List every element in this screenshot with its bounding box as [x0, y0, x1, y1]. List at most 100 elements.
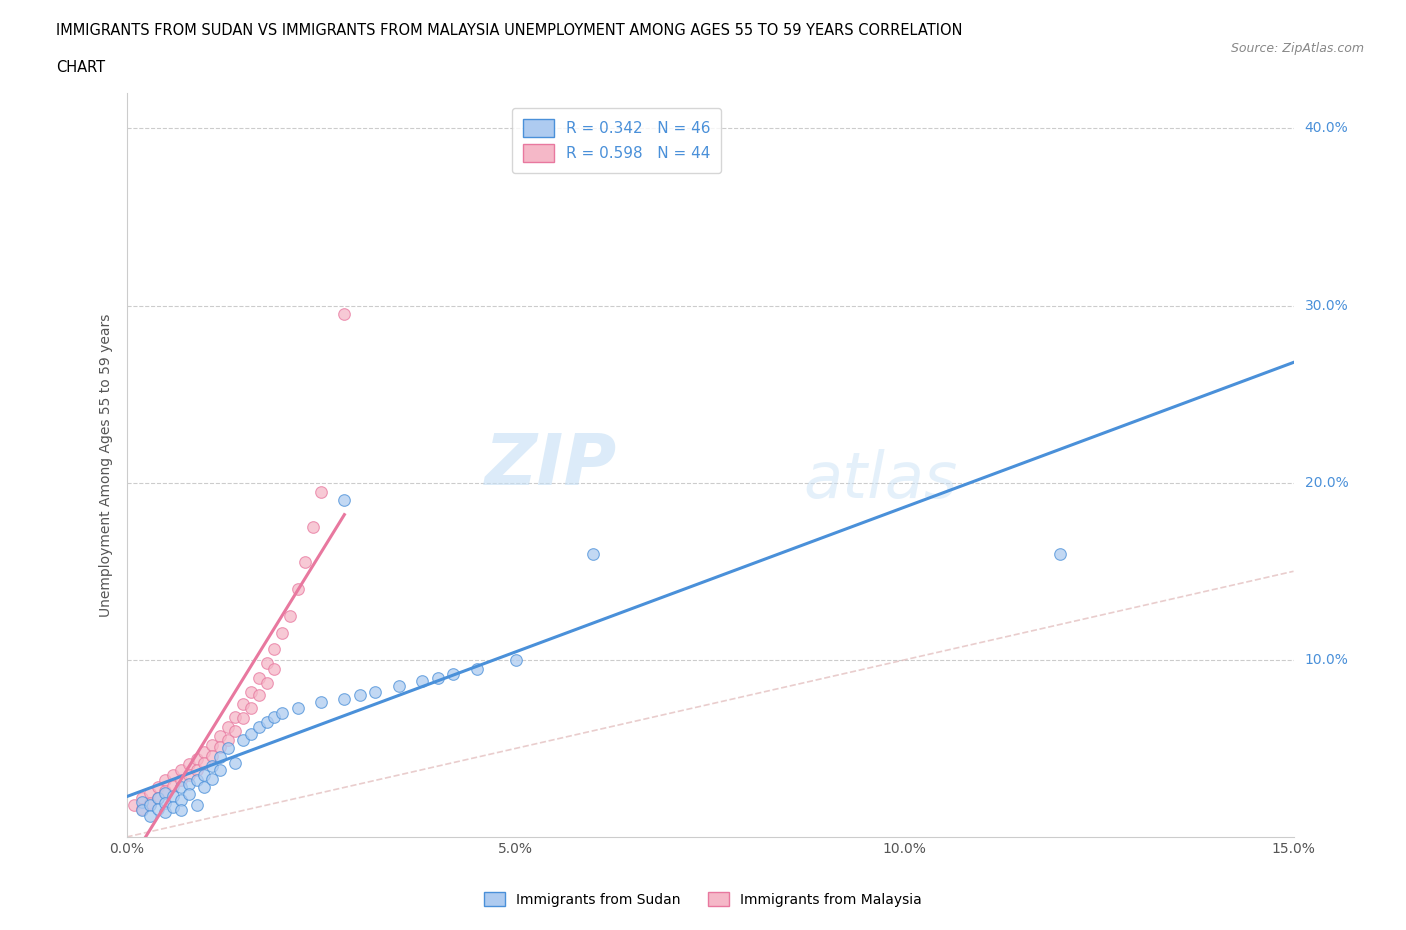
Point [186, 763, 208, 777]
Point [131, 802, 153, 817]
Point [139, 808, 162, 823]
Point [201, 737, 224, 752]
Point [162, 767, 184, 782]
Point [124, 798, 146, 813]
Point [146, 790, 169, 805]
Point [287, 581, 309, 596]
Point [232, 711, 254, 725]
Point [139, 798, 162, 813]
Point [294, 555, 316, 570]
Point [388, 679, 411, 694]
Point [193, 780, 215, 795]
Point [247, 720, 270, 735]
Point [170, 803, 193, 817]
Point [364, 684, 387, 699]
Point [232, 732, 254, 747]
Point [186, 773, 208, 788]
Point [217, 720, 239, 735]
Point [186, 751, 208, 766]
Point [170, 763, 193, 777]
Point [139, 796, 162, 811]
Text: IMMIGRANTS FROM SUDAN VS IMMIGRANTS FROM MALAYSIA UNEMPLOYMENT AMONG AGES 55 TO : IMMIGRANTS FROM SUDAN VS IMMIGRANTS FROM… [56, 23, 963, 38]
Y-axis label: Unemployment Among Ages 55 to 59 years: Unemployment Among Ages 55 to 59 years [98, 313, 112, 617]
Point [131, 794, 153, 809]
Point [263, 661, 285, 676]
Point [146, 802, 169, 817]
Point [131, 790, 153, 805]
Point [193, 745, 215, 760]
Text: CHART: CHART [56, 60, 105, 75]
Point [201, 759, 224, 774]
Point [278, 608, 301, 623]
Point [155, 796, 177, 811]
Legend: Immigrants from Sudan, Immigrants from Malaysia: Immigrants from Sudan, Immigrants from M… [477, 885, 929, 914]
Point [271, 626, 294, 641]
Text: atlas: atlas [803, 449, 957, 511]
Point [505, 653, 527, 668]
Point [247, 688, 270, 703]
Point [256, 714, 278, 729]
Point [201, 771, 224, 786]
Point [426, 671, 449, 685]
Point [208, 728, 231, 743]
Point [271, 706, 294, 721]
Point [333, 493, 356, 508]
Point [309, 695, 332, 710]
Point [1049, 546, 1071, 561]
Point [582, 546, 605, 561]
Point [263, 642, 285, 657]
Point [287, 700, 309, 715]
Point [224, 709, 246, 724]
Point [131, 803, 153, 817]
Point [208, 750, 231, 764]
Point [240, 700, 263, 715]
Legend: R = 0.342   N = 46, R = 0.598   N = 44: R = 0.342 N = 46, R = 0.598 N = 44 [512, 108, 721, 173]
Point [309, 485, 332, 499]
Point [465, 661, 488, 676]
Point [177, 767, 200, 782]
Point [170, 792, 193, 807]
Point [155, 804, 177, 819]
Point [224, 724, 246, 738]
Point [441, 667, 464, 682]
Point [155, 773, 177, 788]
Text: 20.0%: 20.0% [1305, 476, 1348, 490]
Point [349, 688, 371, 703]
Point [302, 520, 325, 535]
Point [208, 739, 231, 754]
Point [146, 780, 169, 795]
Point [146, 790, 169, 805]
Point [217, 732, 239, 747]
Point [201, 748, 224, 763]
Point [256, 656, 278, 671]
Point [177, 787, 200, 802]
Point [193, 767, 215, 782]
Point [186, 798, 208, 813]
Text: 10.0%: 10.0% [1305, 653, 1348, 667]
Point [193, 755, 215, 770]
Point [155, 783, 177, 798]
Point [162, 789, 184, 804]
Text: 30.0%: 30.0% [1305, 299, 1348, 312]
Point [170, 780, 193, 795]
Point [162, 800, 184, 815]
Point [240, 727, 263, 742]
Text: ZIP: ZIP [485, 431, 617, 499]
Text: 40.0%: 40.0% [1305, 122, 1348, 136]
Point [208, 763, 231, 777]
Point [263, 709, 285, 724]
Point [333, 307, 356, 322]
Point [232, 697, 254, 711]
Point [217, 741, 239, 756]
Point [256, 675, 278, 690]
Point [411, 673, 433, 688]
Point [247, 671, 270, 685]
Point [224, 755, 246, 770]
Point [240, 684, 263, 699]
Point [155, 785, 177, 800]
Point [177, 777, 200, 791]
Text: Source: ZipAtlas.com: Source: ZipAtlas.com [1230, 42, 1364, 55]
Point [177, 757, 200, 772]
Point [333, 691, 356, 706]
Point [170, 773, 193, 788]
